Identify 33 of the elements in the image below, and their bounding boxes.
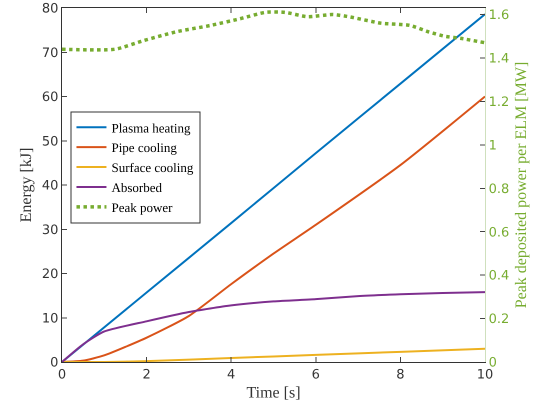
x-tick-label: 8 (396, 368, 405, 383)
y-tick-label: 70 (42, 46, 58, 61)
legend-label: Pipe cooling (111, 140, 178, 156)
y-tick-label: 40 (42, 178, 58, 194)
x-axis-title: Time [s] (246, 384, 301, 402)
y-tick-label: 30 (42, 222, 58, 238)
y2-tick-label: 1.4 (488, 52, 510, 66)
y-tick-label: 20 (42, 267, 58, 282)
y2-tick-label: 0.4 (488, 268, 510, 284)
y2-tick-label: 1.6 (488, 8, 510, 24)
y-tick-label: 50 (42, 134, 58, 150)
y-tick-label: 10 (42, 311, 58, 326)
legend-label: Plasma heating (111, 120, 192, 136)
legend-label: Surface cooling (111, 160, 194, 176)
y-tick-label: 0 (50, 356, 58, 371)
y-tick-label: 60 (42, 90, 58, 106)
y2-tick-label: 0.6 (488, 225, 510, 240)
line-series (62, 10, 485, 52)
y-tick-label: 80 (42, 2, 58, 17)
legend-label: Peak power (111, 200, 174, 215)
x-tick-label: 2 (142, 368, 151, 383)
y2-tick-label: 0.8 (488, 182, 510, 197)
x-tick-label: 10 (476, 368, 494, 383)
y2-tick-label: 1.2 (488, 94, 510, 110)
y2-axis-title: Peak deposited power per ELM [MW] (512, 62, 530, 308)
legend-label: Absorbed (111, 180, 163, 196)
line-series (62, 348, 485, 362)
line-series (62, 291, 485, 362)
y2-tick-label: 1 (488, 138, 497, 154)
y-axis-title: Energy [kJ] (18, 148, 35, 222)
x-tick-label: 4 (227, 368, 236, 383)
y2-tick-label: 0.2 (488, 312, 510, 328)
x-tick-label: 6 (312, 368, 320, 383)
